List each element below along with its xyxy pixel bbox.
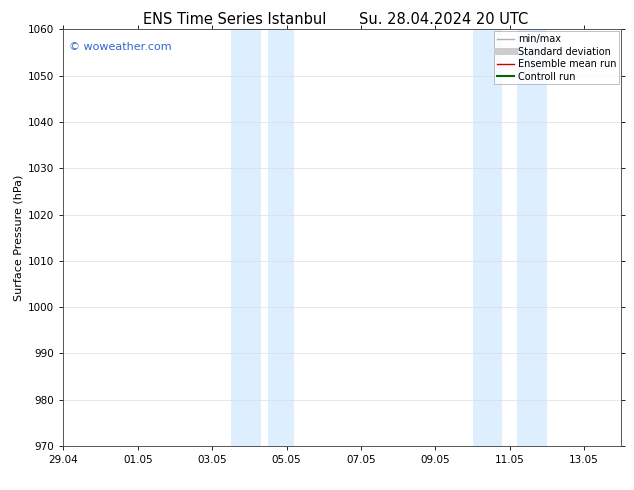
Y-axis label: Surface Pressure (hPa): Surface Pressure (hPa) [14,174,24,301]
Legend: min/max, Standard deviation, Ensemble mean run, Controll run: min/max, Standard deviation, Ensemble me… [494,31,619,84]
Bar [517,29,547,446]
Text: ENS Time Series Istanbul: ENS Time Series Istanbul [143,12,327,27]
Bar [231,29,261,446]
Text: Su. 28.04.2024 20 UTC: Su. 28.04.2024 20 UTC [359,12,528,27]
Text: © woweather.com: © woweather.com [69,42,172,52]
Bar [472,29,502,446]
Bar [268,29,294,446]
